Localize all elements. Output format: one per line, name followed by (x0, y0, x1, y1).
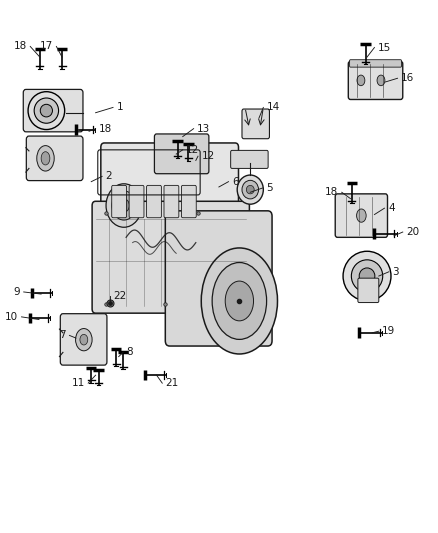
FancyBboxPatch shape (26, 136, 83, 181)
Ellipse shape (118, 199, 129, 212)
FancyBboxPatch shape (165, 211, 272, 346)
Text: 4: 4 (387, 203, 394, 213)
FancyBboxPatch shape (164, 185, 178, 217)
Ellipse shape (350, 260, 382, 292)
Text: 6: 6 (231, 176, 238, 187)
Text: 3: 3 (392, 267, 398, 277)
FancyBboxPatch shape (230, 150, 268, 168)
Ellipse shape (75, 328, 92, 351)
Ellipse shape (212, 263, 266, 340)
Ellipse shape (358, 268, 374, 284)
Ellipse shape (356, 75, 364, 86)
FancyBboxPatch shape (181, 185, 196, 217)
Text: 17: 17 (39, 42, 53, 52)
Text: 13: 13 (197, 124, 210, 134)
FancyBboxPatch shape (23, 90, 83, 132)
Ellipse shape (106, 184, 141, 227)
Ellipse shape (112, 191, 136, 220)
Text: 16: 16 (400, 73, 413, 83)
FancyBboxPatch shape (60, 314, 107, 365)
FancyBboxPatch shape (129, 185, 144, 217)
Ellipse shape (34, 98, 58, 123)
Text: 15: 15 (377, 43, 390, 53)
Ellipse shape (40, 104, 53, 117)
Text: 14: 14 (266, 102, 279, 112)
Text: 20: 20 (405, 227, 418, 237)
Text: 18: 18 (99, 124, 112, 134)
Text: 9: 9 (14, 287, 20, 297)
FancyBboxPatch shape (241, 109, 269, 139)
Text: 7: 7 (59, 330, 66, 341)
Text: 12: 12 (186, 145, 199, 155)
FancyBboxPatch shape (154, 134, 208, 174)
Ellipse shape (237, 175, 263, 204)
Ellipse shape (356, 209, 365, 222)
Text: 5: 5 (265, 183, 272, 193)
FancyBboxPatch shape (146, 185, 161, 217)
FancyBboxPatch shape (111, 185, 126, 217)
FancyBboxPatch shape (357, 278, 378, 303)
FancyBboxPatch shape (92, 201, 249, 313)
Ellipse shape (37, 146, 54, 171)
FancyBboxPatch shape (347, 61, 402, 100)
Text: 22: 22 (113, 290, 127, 301)
Ellipse shape (80, 334, 88, 345)
Ellipse shape (28, 92, 64, 130)
Text: 11: 11 (71, 378, 85, 388)
Ellipse shape (342, 251, 390, 301)
Text: 8: 8 (126, 348, 133, 358)
FancyBboxPatch shape (335, 194, 387, 237)
FancyBboxPatch shape (349, 60, 400, 67)
Text: 12: 12 (201, 151, 214, 161)
Ellipse shape (246, 185, 254, 194)
Text: 2: 2 (106, 172, 112, 181)
Text: 19: 19 (381, 326, 395, 336)
Text: 1: 1 (116, 102, 123, 112)
Ellipse shape (376, 75, 384, 86)
Text: 10: 10 (5, 312, 18, 322)
FancyBboxPatch shape (101, 143, 238, 228)
Ellipse shape (241, 180, 258, 199)
Text: 18: 18 (324, 187, 338, 197)
Text: 18: 18 (14, 42, 27, 52)
Text: 21: 21 (166, 378, 179, 388)
Ellipse shape (225, 281, 253, 321)
Ellipse shape (201, 248, 277, 354)
Ellipse shape (41, 152, 50, 165)
